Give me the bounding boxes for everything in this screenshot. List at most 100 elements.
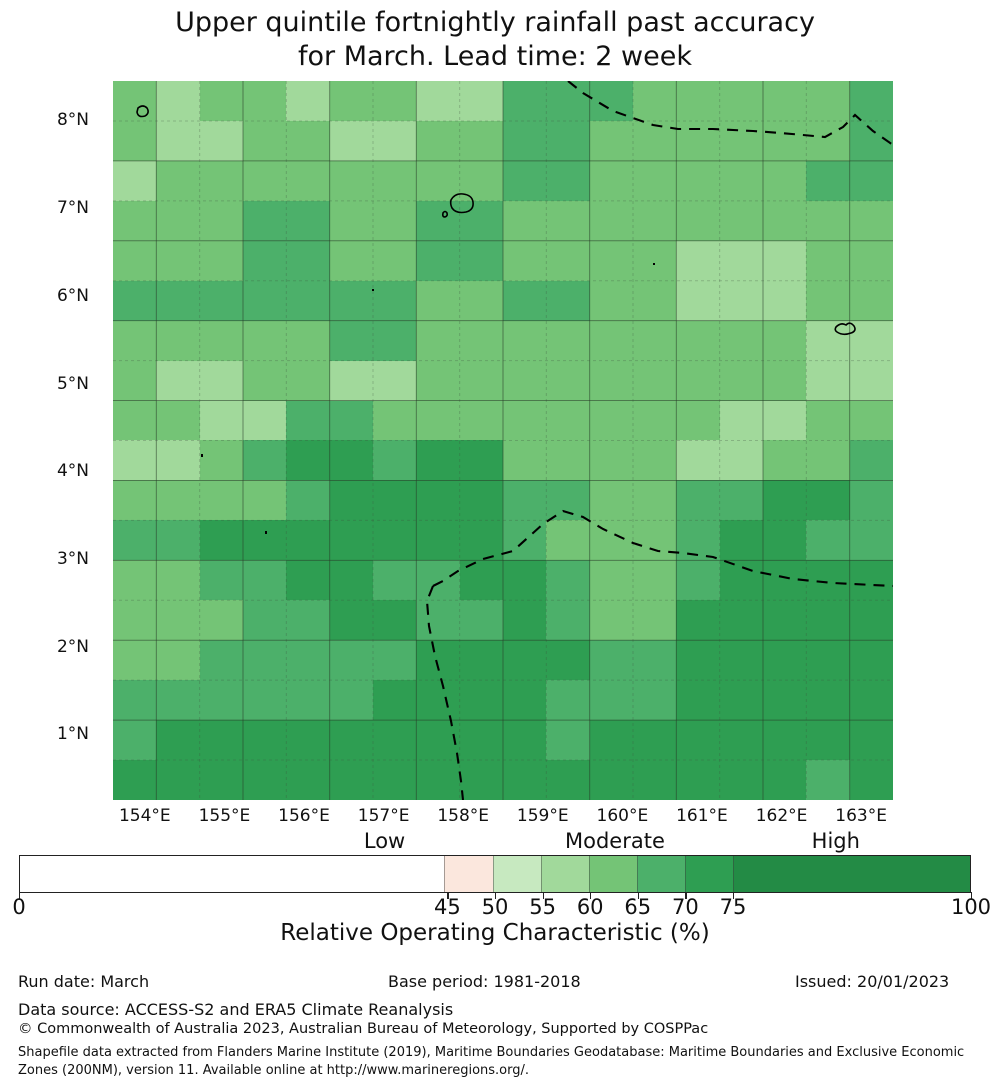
heatmap-cell [372,520,417,561]
heatmap-cell [286,680,330,721]
heatmap-cell [286,440,330,481]
heatmap-cell [459,720,503,761]
x-axis-tick-label: 158°E [437,806,490,826]
heatmap-cell [459,600,503,641]
heatmap-cell [676,360,720,401]
heatmap-cell [806,680,850,721]
heatmap-cell [242,600,287,641]
y-axis-tick-label: 6°N [56,285,89,306]
heatmap-cell [459,440,503,481]
y-axis-tick-label: 5°N [56,373,89,394]
x-axis-tick-label: 160°E [596,806,649,826]
heatmap-cell [113,320,157,361]
heatmap-cell [762,320,807,361]
footer: Run date: March Base period: 1981-2018 I… [0,972,990,996]
heatmap-cell [416,320,460,361]
heatmap-cell [459,680,503,721]
colorbar-tick-label: 45 [434,895,461,919]
heatmap-cell [676,760,720,800]
heatmap-cell [372,720,417,761]
heatmap-cell [546,760,590,800]
colorbar-tick-label: 70 [672,895,699,919]
heatmap-cell [416,160,460,201]
heatmap-cell [242,81,287,121]
heatmap-cell [719,360,763,401]
heatmap-cell [286,400,330,441]
heatmap-cell [156,480,200,521]
heatmap-cell [286,81,330,121]
heatmap-cell [632,240,677,281]
colorbar-tick-mark [19,892,21,899]
heatmap-cell [806,120,850,161]
x-axis-tick-label: 159°E [516,806,569,826]
colorbar-tick-mark [495,892,497,899]
colorbar-tick-label: 75 [719,895,747,919]
heatmap-cell [329,200,373,241]
heatmap-cell [113,81,157,121]
heatmap-cell [286,120,330,161]
footer-copyright: © Commonwealth of Australia 2023, Austra… [18,1021,709,1037]
heatmap-cell [676,600,720,641]
heatmap-cell [676,320,720,361]
heatmap-cell [459,560,503,601]
heatmap-cell [849,160,893,201]
y-axis-tick-label: 2°N [56,636,89,657]
colorbar-segment [492,856,541,892]
heatmap-cell [286,640,330,681]
heatmap-cell [459,280,503,321]
heatmap-cell [762,280,807,321]
heatmap-cell [156,600,200,641]
heatmap-cell [416,440,460,481]
heatmap-cell [459,400,503,441]
heatmap-cell [546,320,590,361]
heatmap-cell [156,640,200,681]
colorbar-segment [685,856,734,892]
heatmap-cell [372,760,417,800]
heatmap-cell [849,400,893,441]
heatmap-cell [546,400,590,441]
heatmap-cell [849,120,893,161]
heatmap-cell [719,400,763,441]
heatmap-cell [242,480,287,521]
heatmap-cell [546,200,590,241]
heatmap-cell [849,600,893,641]
heatmap-cell [286,560,330,601]
heatmap-cell [416,640,460,681]
heatmap-cell [806,440,850,481]
heatmap-cell [632,640,677,681]
heatmap-cell [546,360,590,401]
heatmap-cell [199,200,243,241]
heatmap-cell [806,480,850,521]
heatmap-cell [372,81,417,121]
heatmap-cell [632,360,677,401]
heatmap-cell [502,200,547,241]
heatmap-cell [329,680,373,721]
heatmap-cell [762,520,807,561]
heatmap-cell [806,360,850,401]
heatmap-cell [156,160,200,201]
heatmap-cell [329,400,373,441]
heatmap-cell [589,160,633,201]
heatmap-cell [806,600,850,641]
heatmap-cell [329,560,373,601]
heatmap-cell [242,680,287,721]
heatmap-cell [849,480,893,521]
heatmap-cell [459,120,503,161]
heatmap-cell [762,640,807,681]
heatmap-cell [113,640,157,681]
heatmap-cell [849,200,893,241]
heatmap-cell [156,400,200,441]
x-axis-tick-label: 154°E [118,806,171,826]
heatmap-cell [849,760,893,800]
heatmap-cell [502,240,547,281]
heatmap-cell [502,640,547,681]
heatmap-cell [719,440,763,481]
heatmap-cell [242,400,287,441]
heatmap-cell [113,680,157,721]
x-axis-tick-label: 161°E [676,806,728,826]
heatmap-cell [199,680,243,721]
heatmap-cell [546,640,590,681]
heatmap-cell [372,600,417,641]
heatmap-cell [286,480,330,521]
heatmap-cell [676,400,720,441]
